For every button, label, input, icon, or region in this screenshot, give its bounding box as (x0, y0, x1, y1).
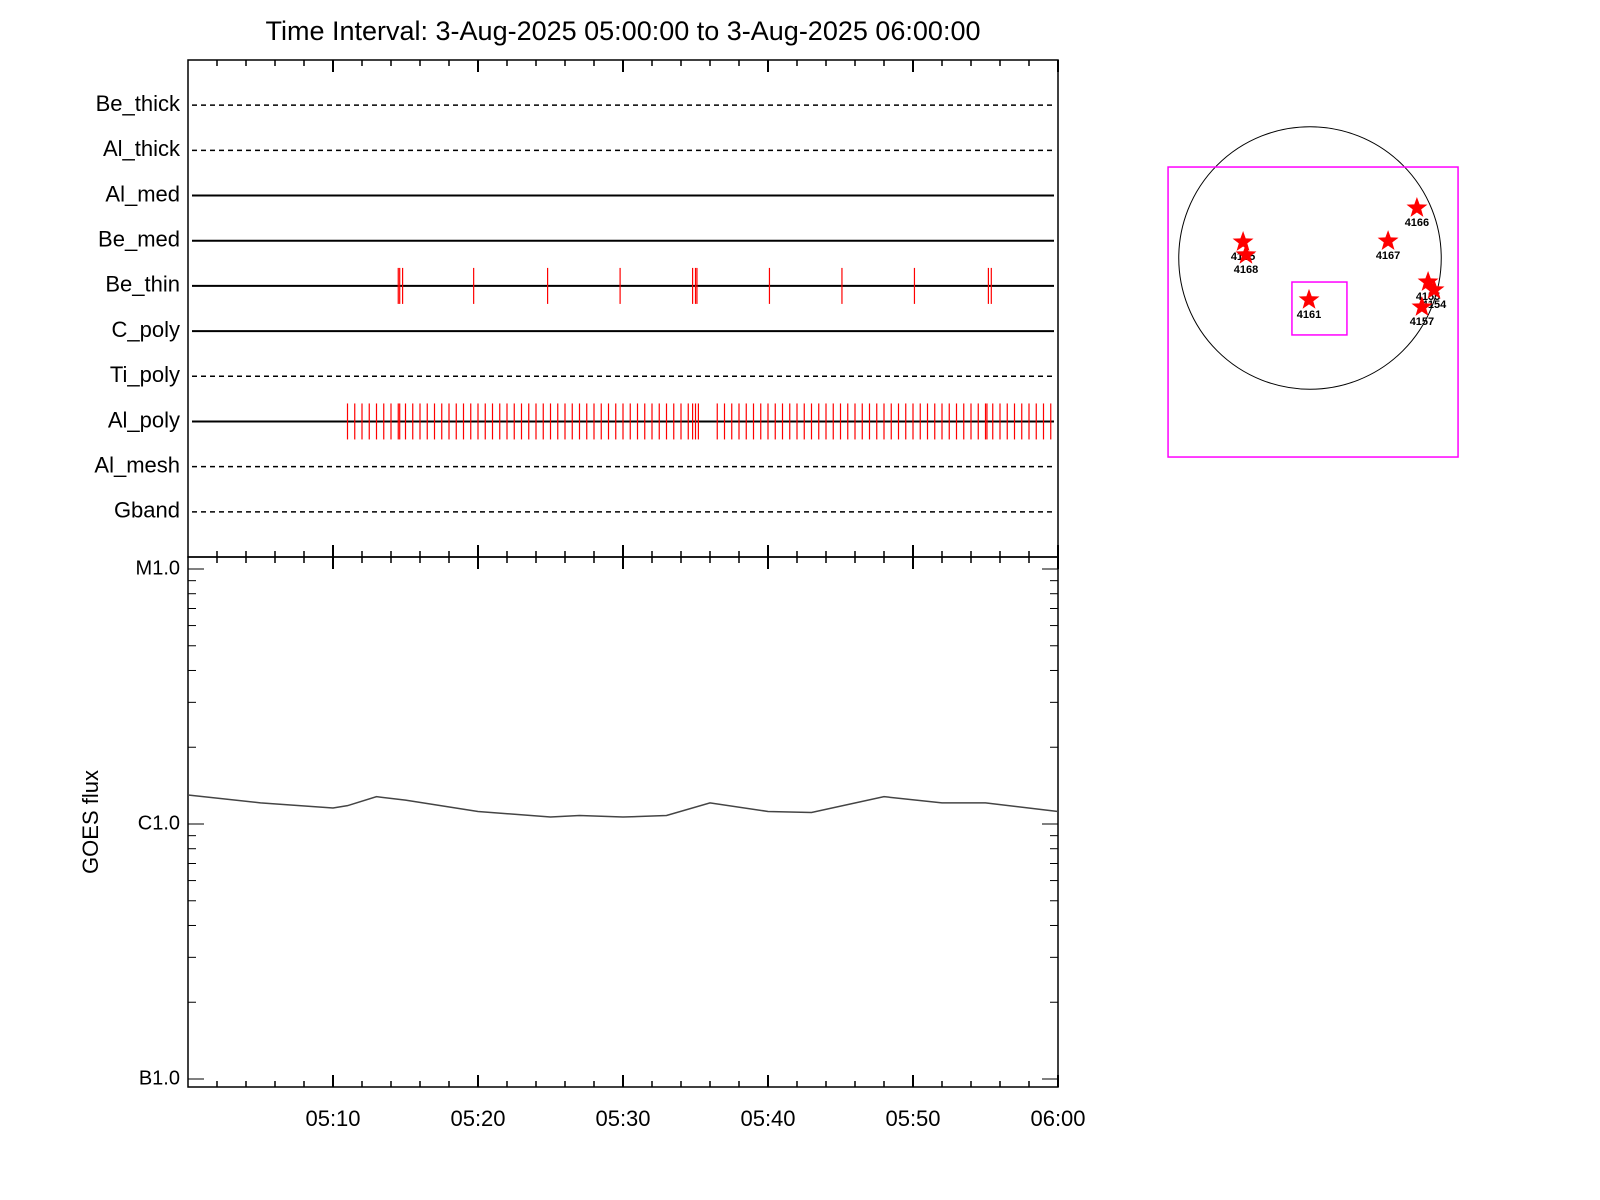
y-tick-label: C1.0 (138, 812, 180, 834)
region-marker (1423, 278, 1445, 299)
x-tick-label: 05:40 (740, 1106, 795, 1131)
solar-disk (1178, 126, 1442, 390)
region-label: 4154 (1422, 299, 1447, 311)
row-label: Be_med (98, 227, 180, 252)
x-tick-label: 05:50 (885, 1106, 940, 1131)
region-marker (1377, 230, 1399, 250)
fov-box (1167, 166, 1459, 458)
region-label: 4161 (1297, 309, 1321, 321)
row-label: Be_thin (105, 272, 180, 297)
timeline-frame (187, 59, 1059, 558)
x-tick-label: 05:20 (450, 1106, 505, 1131)
y-axis-label: GOES flux (78, 770, 103, 874)
region-marker (1232, 231, 1254, 251)
row-label: Ti_poly (110, 362, 180, 387)
region-marker (1235, 243, 1257, 264)
region-label: 4167 (1376, 250, 1400, 262)
goes-line (187, 794, 1059, 818)
region-marker (1406, 197, 1428, 217)
row-label: Al_mesh (94, 452, 180, 477)
region-marker (1411, 296, 1433, 316)
fov-box (1291, 281, 1348, 336)
row-label: C_poly (112, 317, 180, 342)
goes-frame (187, 556, 1059, 1088)
x-tick-label: 05:10 (305, 1106, 360, 1131)
chart-title: Time Interval: 3-Aug-2025 05:00:00 to 3-… (266, 16, 981, 46)
region-marker (1417, 271, 1439, 291)
region-label: 4157 (1410, 316, 1434, 328)
region-label: 4166 (1405, 217, 1429, 229)
x-tick-label: 05:30 (595, 1106, 650, 1131)
region-marker (1298, 288, 1320, 309)
row-label: Al_med (105, 181, 180, 206)
x-tick-label: 06:00 (1030, 1106, 1085, 1131)
y-tick-label: B1.0 (139, 1067, 180, 1089)
row-label: Be_thick (96, 91, 181, 116)
row-label: Al_poly (108, 407, 180, 432)
y-tick-label: M1.0 (136, 557, 180, 579)
region-label: 4168 (1234, 264, 1258, 276)
row-label: Gband (114, 498, 180, 523)
row-label: Al_thick (103, 136, 181, 161)
